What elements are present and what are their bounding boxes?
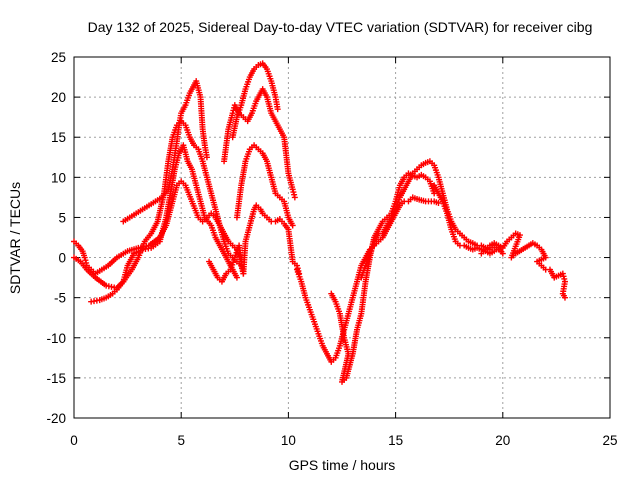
data-point	[435, 200, 442, 207]
data-points	[71, 60, 568, 385]
data-point	[233, 274, 240, 281]
y-tick-label: -10	[46, 331, 66, 346]
grid	[74, 57, 610, 418]
data-point	[274, 106, 281, 113]
axis-ticks: -20 -15 -10 -5 0 5 10 15 20 25 0 5 10 15 20 25	[46, 50, 617, 448]
x-tick-label: 5	[177, 433, 185, 448]
x-axis-label: GPS time / hours	[289, 457, 396, 473]
y-tick-label: -20	[46, 411, 66, 426]
data-point	[499, 250, 506, 257]
plot-frame	[73, 56, 611, 419]
y-tick-label: 0	[58, 251, 66, 266]
data-point	[291, 194, 298, 201]
x-tick-label: 25	[602, 433, 617, 448]
y-tick-label: 20	[51, 90, 66, 105]
data-point	[289, 222, 296, 229]
y-tick-label: -15	[46, 371, 66, 386]
x-tick-label: 20	[495, 433, 510, 448]
y-tick-label: 10	[51, 170, 66, 185]
y-tick-label: -5	[54, 291, 66, 306]
y-axis-label: SDTVAR / TECUs	[7, 182, 23, 294]
y-tick-label: 25	[51, 50, 66, 65]
x-tick-label: 0	[70, 433, 78, 448]
x-tick-label: 10	[281, 433, 296, 448]
y-tick-label: 15	[51, 130, 66, 145]
data-point	[561, 294, 568, 301]
y-tick-label: 5	[58, 210, 66, 225]
x-tick-label: 15	[388, 433, 403, 448]
chart-title: Day 132 of 2025, Sidereal Day-to-day VTE…	[88, 19, 593, 35]
data-point	[203, 154, 210, 161]
